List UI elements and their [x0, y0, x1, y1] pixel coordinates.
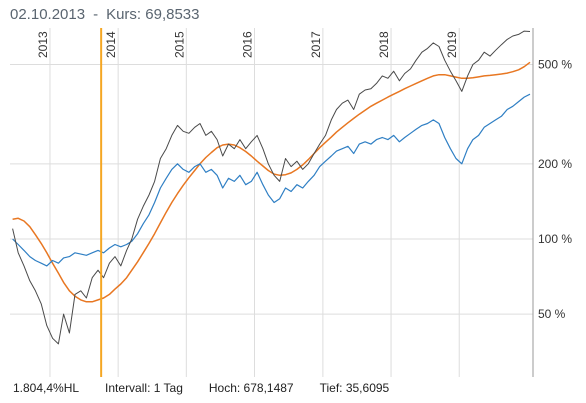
moving-average-line — [12, 61, 531, 303]
x-tick-label-2017: 2017 — [309, 31, 323, 58]
x-tick-label-2013: 2013 — [36, 31, 50, 58]
horizontal-grid — [10, 63, 533, 315]
y-tick-label-100: 100 % — [538, 232, 572, 246]
y-axis-labels: 500 % 200 % 100 % 50 % — [538, 57, 572, 321]
y-tick-label-500: 500 % — [538, 57, 572, 71]
header-separator: - — [93, 6, 99, 23]
high-value: Hoch: 678,1487 — [208, 381, 294, 395]
cursor-date: 02.10.2013 — [10, 6, 86, 23]
x-tick-label-2018: 2018 — [377, 31, 391, 58]
chart-footer: 1.804,4%HL Intervall: 1 Tag Hoch: 678,1487… — [13, 381, 415, 395]
x-tick-label-2014: 2014 — [104, 31, 118, 58]
kurs-value: 69,8533 — [145, 6, 200, 23]
kurs-label: Kurs: — [106, 6, 142, 23]
y-tick-label-200: 200 % — [538, 157, 572, 171]
series-layer — [12, 30, 531, 345]
x-tick-label-2016: 2016 — [241, 31, 255, 58]
x-axis-labels: 2013 2014 2015 2016 2017 2018 2019 — [36, 31, 459, 58]
y-tick-label-50: 50 % — [538, 307, 566, 321]
benchmark-line — [12, 93, 531, 267]
x-tick-label-2019: 2019 — [445, 31, 459, 58]
performance-value: 1.804,4%HL — [13, 381, 80, 395]
chart-header: 02.10.2013- Kurs: 69,8533 — [10, 6, 200, 23]
price-line — [12, 30, 531, 345]
x-tick-label-2015: 2015 — [172, 31, 186, 58]
low-value: Tief: 35,6095 — [319, 381, 390, 395]
vertical-grid — [49, 28, 460, 377]
interval-info[interactable]: Intervall: 1 Tag — [105, 381, 183, 395]
